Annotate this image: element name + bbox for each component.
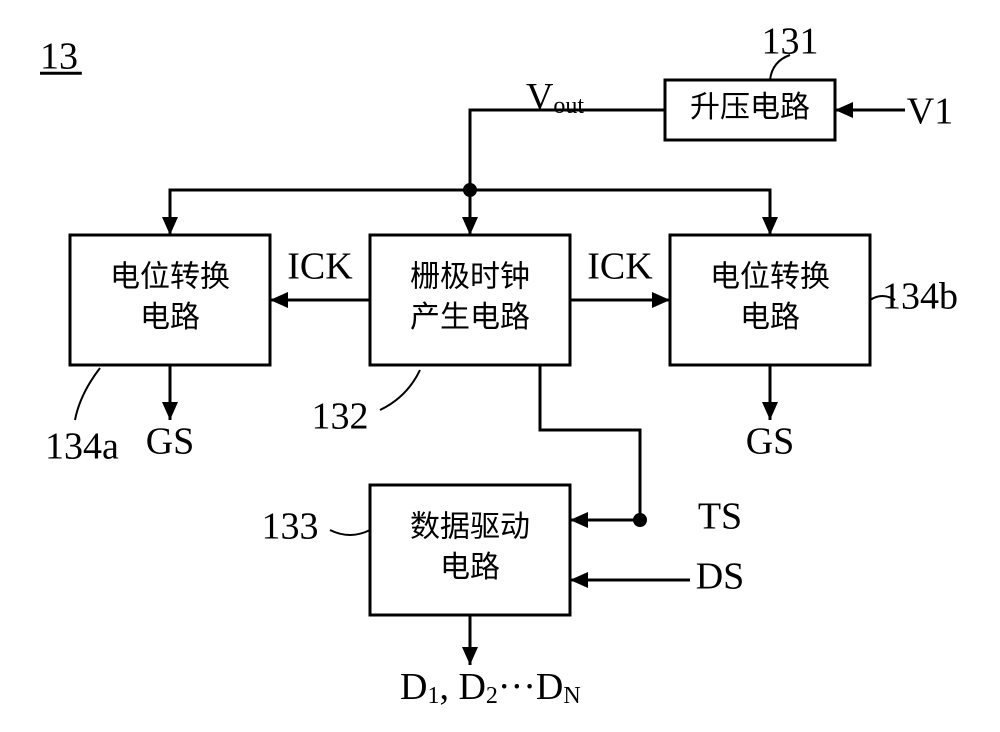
junction-dot-icon <box>463 183 477 197</box>
signal-gs-left: GS <box>146 421 195 463</box>
block-data_drv-label: 数据驱动 <box>410 511 530 544</box>
block-level_b-label: 电位转换 <box>710 261 830 294</box>
ref-134b: 134b <box>882 276 958 318</box>
signal-ick-left: ICK <box>287 246 353 288</box>
ref-data_drv: 133 <box>262 506 319 548</box>
arrow-head-icon <box>570 512 588 528</box>
arrow-head-icon <box>162 217 178 235</box>
arrow-head-icon <box>462 647 478 665</box>
ref-data_drv-leader <box>330 530 370 535</box>
figure-number: 13 <box>40 36 78 78</box>
block-boost-label: 升压电路 <box>690 91 810 124</box>
arrow-head-icon <box>835 102 853 118</box>
ref-134a: 134a <box>45 426 119 468</box>
arrow-head-icon <box>270 292 288 308</box>
arrow-head-icon <box>570 572 588 588</box>
signal-ds: DS <box>696 556 745 598</box>
signal-ts: TS <box>698 496 742 538</box>
signal-vout: Vout <box>526 76 584 119</box>
arrow-head-icon <box>762 402 778 420</box>
signal-v1: V1 <box>907 91 953 133</box>
junction-dot-icon <box>633 513 647 527</box>
block-data_drv-label: 电路 <box>440 551 500 584</box>
arrow-head-icon <box>462 217 478 235</box>
signal-data-lines: D1, D2···DN <box>400 666 581 709</box>
block-level_b-label: 电路 <box>740 301 800 334</box>
block-level_a-label: 电位转换 <box>110 261 230 294</box>
block-gate_clk-label: 栅极时钟 <box>410 261 530 294</box>
arrow-head-icon <box>652 292 670 308</box>
block-gate_clk <box>370 235 570 365</box>
ref-boost: 131 <box>762 21 819 63</box>
signal-gs-right: GS <box>746 421 795 463</box>
ref-gate_clk: 132 <box>312 396 369 438</box>
block-data_drv <box>370 485 570 615</box>
signal-ick-right: ICK <box>587 246 653 288</box>
block-gate_clk-label: 产生电路 <box>410 301 530 334</box>
arrow-head-icon <box>762 217 778 235</box>
arrow-head-icon <box>162 402 178 420</box>
block-level_b <box>670 235 870 365</box>
block-level_a <box>70 235 270 365</box>
ref-gate_clk-leader <box>380 370 420 410</box>
wire <box>470 110 665 190</box>
ref-134a-leader <box>75 368 100 420</box>
block-level_a-label: 电路 <box>140 301 200 334</box>
wire <box>170 190 470 235</box>
wire <box>470 190 770 235</box>
